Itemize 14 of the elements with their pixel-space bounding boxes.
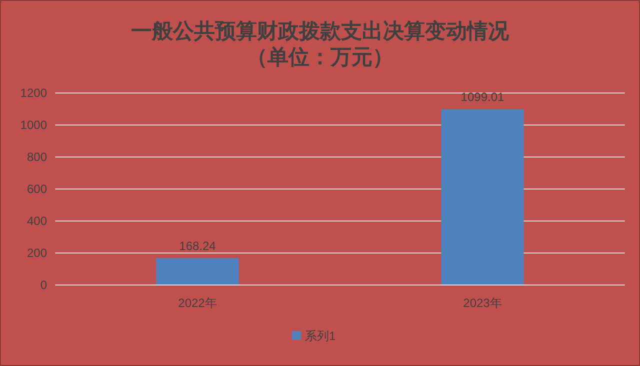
x-tick-label: 2022年 — [178, 296, 217, 310]
data-label: 1099.01 — [460, 90, 505, 104]
title: 一般公共预算财政拨款支出决算变动情况 — [131, 19, 509, 43]
y-tick-label: 0 — [40, 278, 48, 292]
x-tick-label: 2023年 — [463, 296, 502, 310]
y-tick-label: 200 — [26, 246, 48, 260]
y-tick-label: 800 — [26, 150, 48, 164]
title: （单位：万元） — [246, 45, 394, 69]
y-tick-label: 1200 — [20, 86, 48, 100]
y-tick-label: 1000 — [20, 118, 48, 132]
y-tick-label: 400 — [26, 214, 48, 228]
legend-label: 系列1 — [305, 329, 336, 343]
y-tick-label: 600 — [26, 182, 48, 196]
data-label: 168.24 — [179, 239, 216, 254]
